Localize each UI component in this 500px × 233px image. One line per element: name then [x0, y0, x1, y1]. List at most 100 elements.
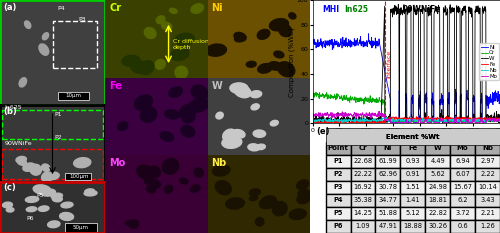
Ellipse shape: [130, 220, 138, 229]
W: [497, 114, 500, 117]
Ellipse shape: [33, 185, 50, 194]
Ellipse shape: [42, 33, 48, 40]
Ellipse shape: [230, 83, 248, 93]
Ellipse shape: [180, 178, 188, 184]
Ellipse shape: [130, 59, 146, 73]
Ellipse shape: [256, 144, 266, 150]
Ellipse shape: [194, 168, 203, 177]
Fe: [479, 118, 485, 121]
Ellipse shape: [162, 158, 178, 174]
Ellipse shape: [160, 132, 173, 141]
W: [396, 3, 402, 6]
Ellipse shape: [51, 193, 62, 199]
Ellipse shape: [174, 33, 195, 45]
Nb: [369, 120, 375, 122]
Ellipse shape: [180, 104, 198, 117]
Ellipse shape: [144, 27, 156, 38]
Ellipse shape: [191, 4, 203, 13]
Text: P6: P6: [26, 216, 34, 221]
Text: P5: P5: [37, 193, 44, 198]
Ellipse shape: [170, 48, 189, 61]
Cr: [456, 120, 462, 123]
Ellipse shape: [189, 98, 208, 112]
Nb: [362, 119, 368, 122]
Y-axis label: Composition (%Wt.): Composition (%Wt.): [289, 27, 296, 97]
Ellipse shape: [268, 62, 282, 70]
Ellipse shape: [26, 207, 37, 212]
Cr: [310, 95, 316, 98]
Line: Mo: Mo: [312, 111, 500, 123]
Ellipse shape: [42, 164, 50, 171]
Ellipse shape: [298, 189, 310, 196]
Nb: [456, 120, 462, 123]
Text: 50μm: 50μm: [73, 225, 89, 230]
Ni: [479, 98, 485, 101]
Ni: [356, 44, 362, 47]
Fe: [456, 116, 462, 119]
Ellipse shape: [26, 196, 38, 202]
Ellipse shape: [84, 191, 97, 196]
W: [356, 121, 362, 124]
Ellipse shape: [250, 195, 258, 201]
W: [362, 118, 368, 120]
Ellipse shape: [260, 196, 276, 209]
Ellipse shape: [134, 95, 152, 110]
Text: (e): (e): [316, 127, 330, 136]
Nb: [384, 116, 390, 118]
Ellipse shape: [137, 165, 154, 180]
FancyBboxPatch shape: [58, 92, 90, 100]
Ellipse shape: [17, 159, 26, 165]
Cr: [362, 99, 368, 101]
Fe: [310, 121, 316, 124]
Ellipse shape: [232, 130, 245, 138]
Mo: [356, 116, 362, 118]
Ni: [433, 120, 439, 123]
Ellipse shape: [52, 196, 62, 202]
Cr: [479, 119, 485, 122]
Ellipse shape: [146, 186, 156, 193]
Ellipse shape: [74, 158, 91, 168]
Ellipse shape: [126, 220, 135, 226]
Ellipse shape: [206, 44, 227, 56]
Ellipse shape: [169, 87, 182, 97]
Text: (c): (c): [3, 183, 16, 192]
Ellipse shape: [42, 172, 52, 182]
Ellipse shape: [297, 192, 311, 204]
Cr: [313, 91, 319, 94]
Cr: [432, 121, 438, 124]
Ni: [366, 32, 372, 35]
Text: P2: P2: [54, 135, 62, 140]
Ellipse shape: [246, 61, 256, 67]
Line: Fe: Fe: [312, 116, 500, 123]
Ellipse shape: [251, 104, 260, 110]
Ellipse shape: [248, 144, 260, 151]
Text: Fe: Fe: [109, 81, 122, 91]
Fe: [433, 119, 439, 121]
Text: 90WNiFe: 90WNiFe: [4, 141, 32, 146]
Ellipse shape: [146, 179, 160, 188]
FancyBboxPatch shape: [65, 223, 96, 232]
Ellipse shape: [155, 59, 165, 69]
W: [369, 119, 375, 122]
Ellipse shape: [30, 164, 42, 175]
Ellipse shape: [156, 16, 165, 24]
Ellipse shape: [222, 137, 242, 148]
Text: 10μm: 10μm: [66, 93, 82, 98]
Text: Mo: Mo: [109, 158, 126, 168]
Text: P3: P3: [79, 17, 86, 22]
Ellipse shape: [24, 21, 31, 28]
Ellipse shape: [140, 107, 156, 122]
Ellipse shape: [279, 24, 291, 37]
Ellipse shape: [258, 29, 270, 39]
Text: P1: P1: [54, 112, 62, 117]
Ellipse shape: [234, 85, 251, 98]
Mo: [479, 118, 485, 121]
Ellipse shape: [270, 120, 278, 126]
Cr: [497, 120, 500, 122]
Ellipse shape: [42, 189, 56, 196]
Mo: [362, 116, 368, 118]
Cr: [433, 120, 439, 122]
Ellipse shape: [256, 218, 264, 226]
Ni: [310, 41, 316, 43]
W: [310, 118, 316, 121]
